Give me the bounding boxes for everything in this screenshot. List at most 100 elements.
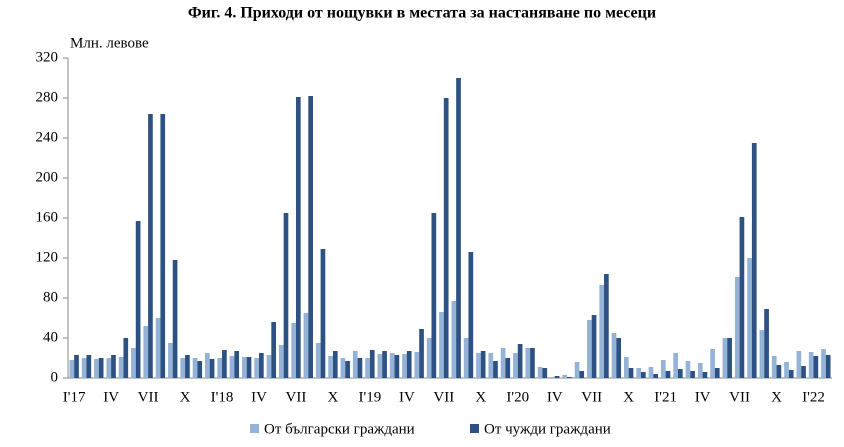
bar — [340, 358, 346, 378]
bar — [604, 274, 609, 378]
bar — [303, 313, 309, 378]
bar — [500, 348, 506, 378]
bar — [747, 258, 752, 378]
bar — [525, 348, 531, 378]
bar — [377, 354, 383, 378]
bar — [86, 355, 92, 378]
bar — [611, 333, 617, 378]
bar — [135, 221, 141, 378]
bar — [389, 353, 395, 378]
x-tick-label: X — [623, 389, 634, 405]
y-tick-label: 40 — [43, 329, 58, 345]
bar — [677, 369, 683, 378]
bar — [192, 358, 198, 378]
bar — [813, 356, 819, 378]
bar — [345, 361, 350, 378]
bar — [439, 312, 444, 378]
y-tick-label: 160 — [36, 209, 59, 225]
bar — [315, 343, 321, 378]
bar — [185, 355, 190, 378]
bar — [727, 338, 732, 378]
bar — [271, 322, 277, 378]
bar — [463, 338, 469, 378]
bar — [697, 363, 703, 378]
bar — [94, 359, 99, 378]
bar — [825, 355, 831, 378]
chart-title: Фиг. 4. Приходи от нощувки в местата за … — [188, 5, 656, 22]
x-tick-label: X — [180, 389, 191, 405]
x-tick-label: X — [328, 389, 339, 405]
bar — [623, 357, 629, 378]
bar — [74, 355, 79, 378]
bar — [567, 377, 572, 378]
bar — [234, 351, 240, 378]
bar — [587, 320, 592, 378]
x-tick-label: VII — [729, 389, 750, 405]
bar — [402, 354, 407, 378]
bar — [180, 358, 186, 378]
bar — [209, 359, 215, 378]
bar — [295, 97, 301, 378]
y-tick-label: 240 — [36, 129, 59, 145]
bar — [636, 368, 641, 378]
bar — [599, 285, 605, 378]
bar — [123, 338, 129, 378]
bar — [81, 358, 87, 378]
bar — [369, 350, 375, 378]
y-tick-label: 320 — [36, 49, 59, 65]
bar — [118, 357, 124, 378]
bar — [801, 366, 806, 378]
x-tick-label: VII — [433, 389, 454, 405]
bar — [352, 351, 358, 378]
x-tick-label: X — [771, 389, 782, 405]
x-tick-label: I'18 — [211, 389, 234, 405]
bar — [591, 315, 597, 378]
bar — [710, 349, 715, 378]
x-tick-label: I'19 — [359, 389, 382, 405]
x-tick-label: IV — [695, 389, 711, 405]
bar — [574, 362, 580, 378]
bar — [394, 355, 400, 378]
bar — [554, 376, 560, 378]
bar — [476, 353, 481, 378]
bar — [739, 217, 745, 378]
x-tick-label: I'17 — [63, 389, 86, 405]
bar — [278, 345, 284, 378]
bar — [98, 358, 104, 378]
bar — [357, 358, 363, 378]
bar — [328, 356, 333, 378]
x-tick-label: VII — [581, 389, 602, 405]
bar — [796, 351, 802, 378]
bar — [414, 352, 420, 378]
bar — [493, 361, 498, 378]
bar — [751, 143, 757, 378]
bar — [283, 213, 289, 378]
bar — [111, 355, 116, 378]
x-tick-label: I'21 — [654, 389, 677, 405]
bar — [673, 353, 678, 378]
bar — [702, 372, 708, 378]
bar — [365, 358, 370, 378]
bar — [229, 356, 235, 378]
bar — [542, 368, 548, 378]
bar — [480, 351, 486, 378]
bar — [628, 368, 634, 378]
bar — [456, 78, 461, 378]
bar — [332, 351, 338, 378]
bar — [784, 362, 789, 378]
bar — [246, 357, 252, 378]
bar — [530, 348, 535, 378]
bar — [648, 367, 654, 378]
bar — [488, 353, 494, 378]
bar — [537, 367, 543, 378]
bar — [690, 371, 695, 378]
x-tick-label: VII — [138, 389, 159, 405]
bar — [443, 98, 449, 378]
bar — [160, 114, 166, 378]
bar — [266, 355, 272, 378]
legend-swatch — [250, 424, 259, 433]
bar — [771, 356, 777, 378]
bar — [550, 377, 555, 378]
legend-label: От български граждани — [264, 421, 415, 437]
bar — [222, 350, 227, 378]
